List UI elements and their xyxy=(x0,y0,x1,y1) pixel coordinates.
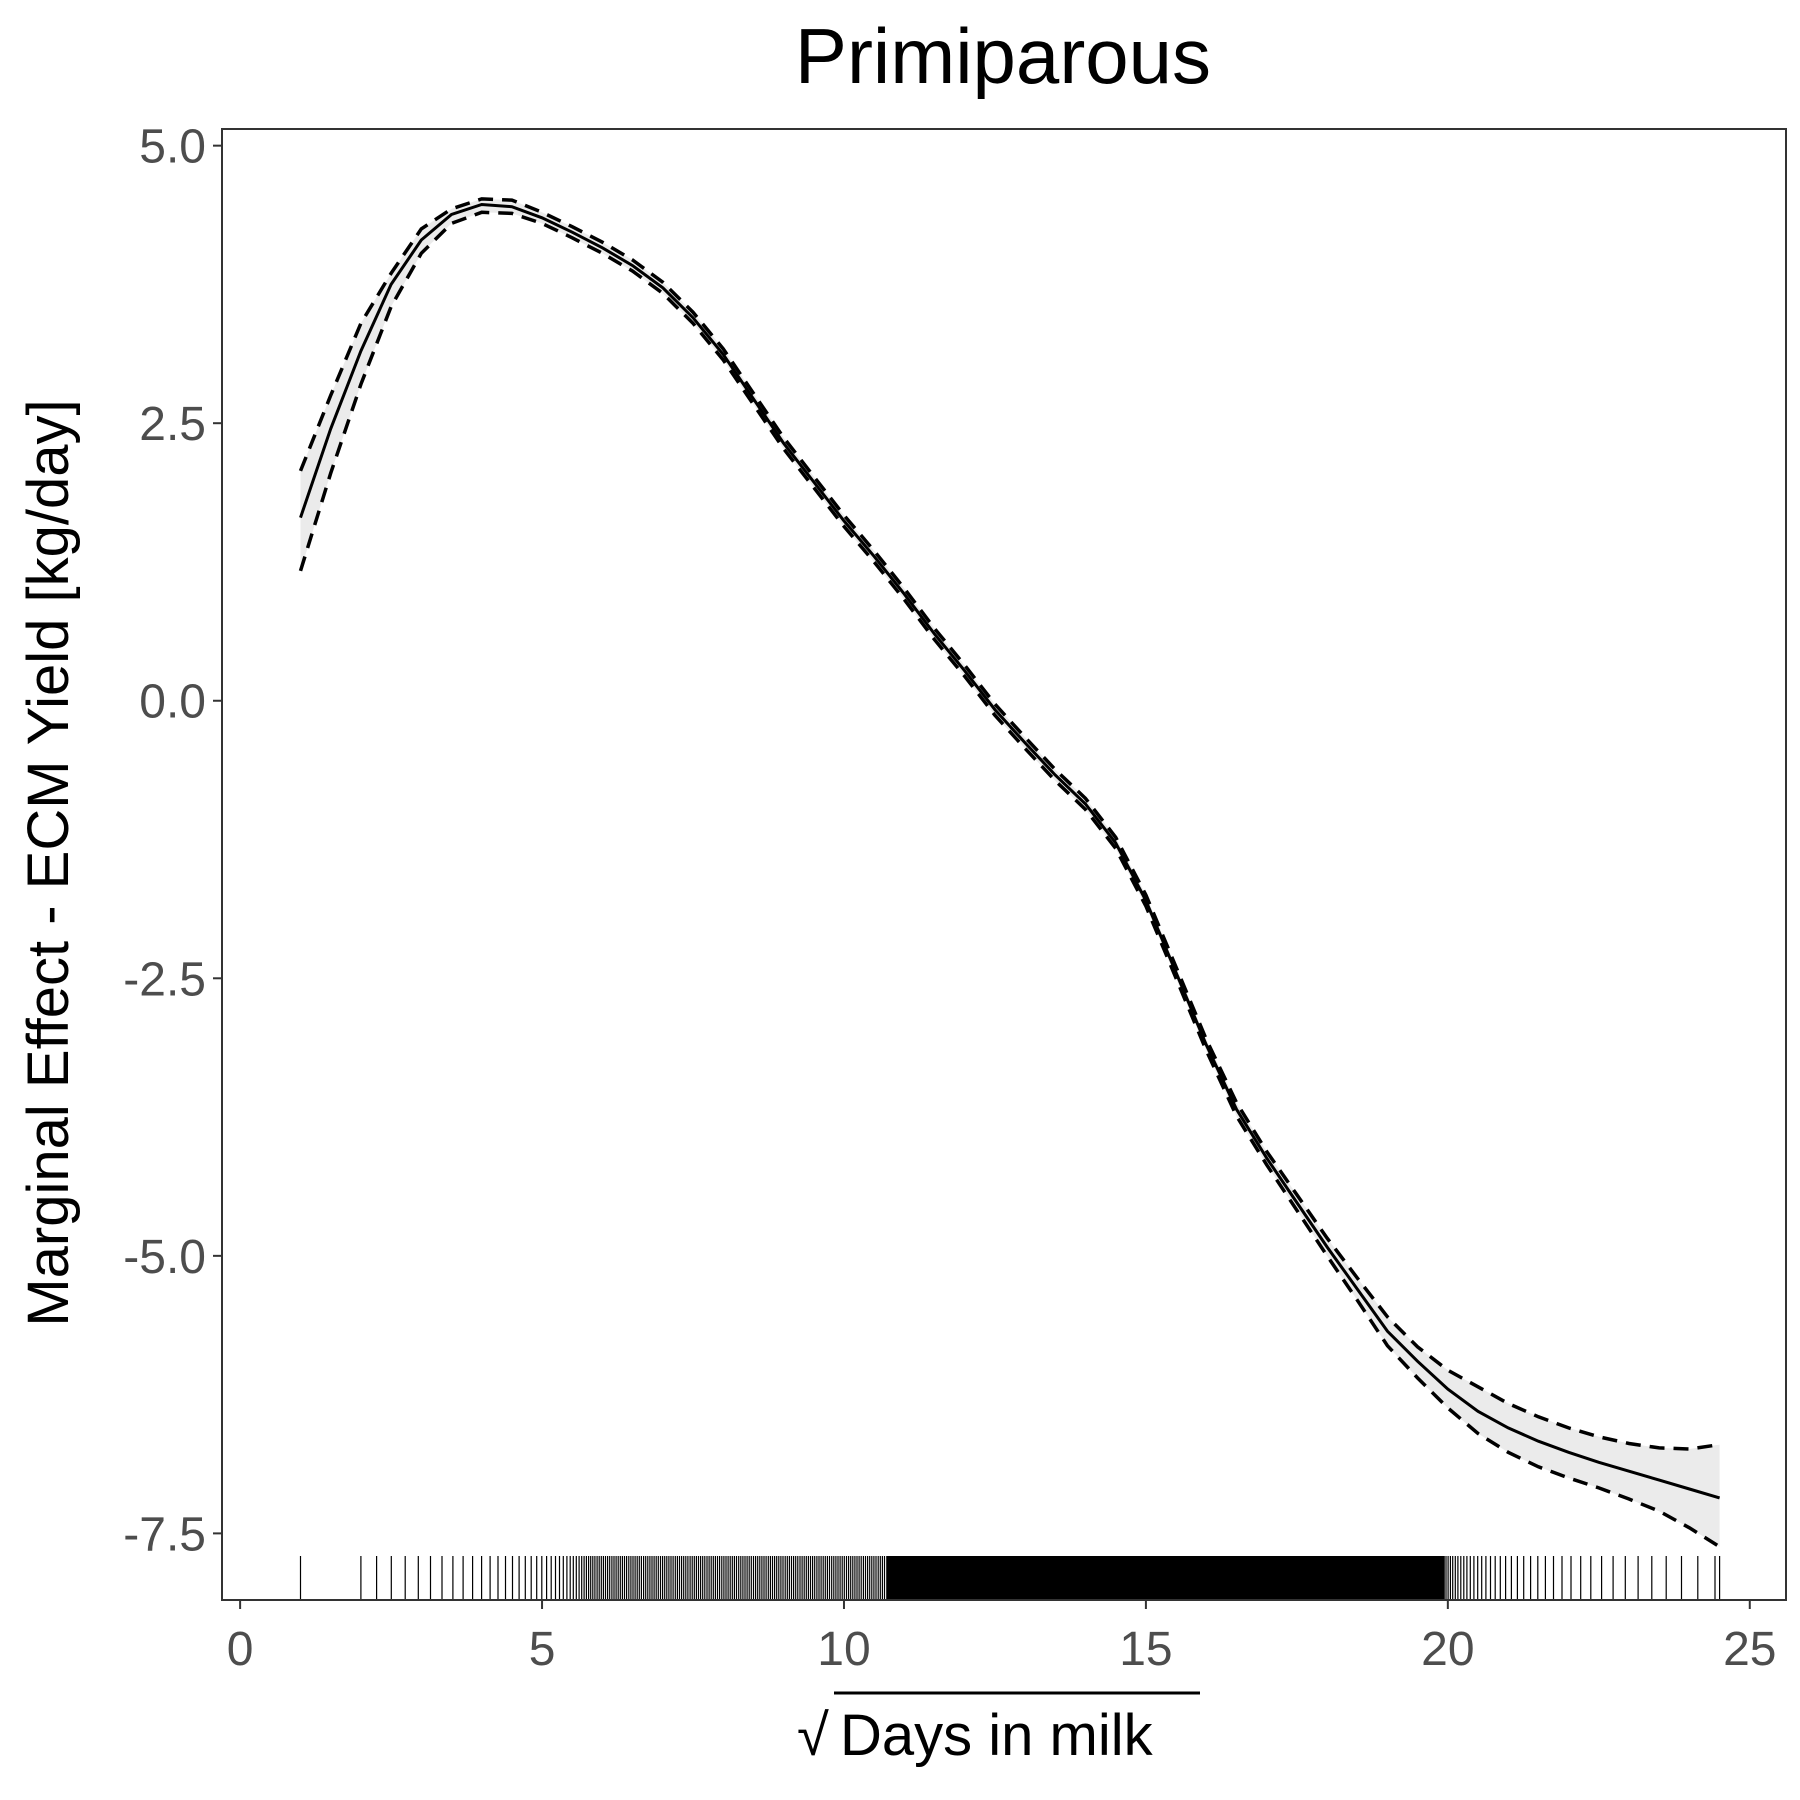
y-tick-label: -2.5 xyxy=(123,953,206,1006)
upper-bound-line xyxy=(298,197,1720,1451)
x-tick-label: 15 xyxy=(1119,1623,1172,1676)
y-tick-label: 0.0 xyxy=(139,676,206,729)
rug-dense-band xyxy=(886,1556,1445,1600)
panel-border xyxy=(221,128,1787,1601)
x-axis-label-prefix: √ xyxy=(797,1703,829,1768)
confidence-ribbon xyxy=(300,198,1720,1547)
x-tick-label: 20 xyxy=(1421,1623,1474,1676)
x-tick-label: 10 xyxy=(817,1623,870,1676)
lower-bound-line xyxy=(298,210,1721,1549)
x-axis-label: Days in milk xyxy=(840,1703,1154,1768)
y-tick-label: -7.5 xyxy=(123,1508,206,1561)
estimate-line xyxy=(299,202,1721,1500)
y-tick-label: 2.5 xyxy=(139,398,206,451)
y-axis-label: Marginal Effect - ECM Yield [kg/day] xyxy=(16,399,81,1326)
x-tick-label: 0 xyxy=(227,1623,254,1676)
x-axis-title: √ Days in milk xyxy=(797,1691,1200,1768)
y-axis: 5.0 2.5 0.0 -2.5 -5.0 -7.5 xyxy=(123,121,222,1561)
series-layer xyxy=(298,197,1721,1549)
x-tick-label: 25 xyxy=(1723,1623,1776,1676)
y-tick-label: -5.0 xyxy=(123,1231,206,1284)
chart-title: Primiparous xyxy=(795,12,1211,100)
y-tick-label: 5.0 xyxy=(139,121,206,174)
plot-area xyxy=(221,128,1787,1601)
x-tick-label: 5 xyxy=(529,1623,556,1676)
x-axis: 0 5 10 15 20 25 xyxy=(227,1600,1776,1676)
rug-layer xyxy=(299,1556,1721,1600)
